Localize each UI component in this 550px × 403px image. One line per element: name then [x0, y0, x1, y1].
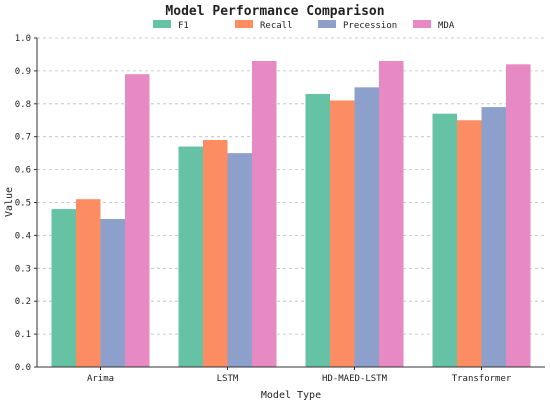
x-tick-label: Transformer: [452, 374, 512, 384]
legend-label: F1: [178, 21, 189, 31]
bar-f1-arima: [51, 209, 76, 367]
legend: F1 Recall Precession MDA: [153, 20, 455, 31]
bar-mda-transformer: [506, 64, 531, 367]
x-tick-label: LSTM: [217, 374, 239, 384]
y-tick-label: 0.9: [15, 67, 31, 77]
x-axis-label: Model Type: [261, 390, 321, 401]
legend-swatch: [235, 20, 253, 28]
bar-precession-hd-maed-lstm: [354, 87, 379, 367]
y-tick-label: 0.5: [15, 199, 31, 209]
y-ticks: 0.0 0.1 0.2 0.3 0.4 0.5 0.6 0.7 0.8 0.9 1.0: [15, 34, 37, 373]
x-ticks: Arima LSTM HD-MAED-LSTM Transformer: [87, 367, 512, 384]
bar-recall-lstm: [203, 139, 228, 367]
bar-mda-hd-maed-lstm: [379, 61, 404, 367]
bar-precession-arima: [100, 218, 125, 367]
legend-swatch: [153, 20, 171, 28]
bar-recall-arima: [76, 199, 101, 367]
y-tick-label: 0.0: [15, 363, 31, 373]
bar-precession-lstm: [227, 153, 252, 367]
bars: [51, 61, 531, 368]
y-tick-label: 0.1: [15, 330, 31, 340]
y-tick-label: 0.8: [15, 100, 31, 110]
y-tick-label: 0.3: [15, 264, 31, 274]
chart-title: Model Performance Comparison: [165, 4, 384, 19]
bar-mda-lstm: [252, 61, 277, 367]
legend-label: Precession: [343, 21, 397, 31]
x-tick-label: Arima: [87, 374, 114, 384]
legend-swatch: [413, 20, 431, 28]
bar-f1-hd-maed-lstm: [305, 93, 330, 368]
bar-recall-transformer: [457, 120, 482, 367]
legend-label: MDA: [438, 21, 455, 31]
bar-recall-hd-maed-lstm: [330, 100, 355, 367]
legend-swatch: [318, 20, 336, 28]
bar-f1-lstm: [178, 146, 203, 367]
y-tick-label: 1.0: [15, 34, 31, 44]
y-tick-label: 0.6: [15, 166, 31, 176]
y-axis-label: Value: [4, 187, 15, 217]
legend-label: Recall: [260, 21, 293, 31]
bar-f1-transformer: [432, 113, 457, 367]
y-tick-label: 0.4: [15, 231, 31, 241]
y-tick-label: 0.7: [15, 133, 31, 143]
bar-mda-arima: [125, 74, 150, 367]
y-tick-label: 0.2: [15, 297, 31, 307]
x-tick-label: HD-MAED-LSTM: [322, 374, 388, 384]
bar-precession-transformer: [481, 107, 506, 367]
